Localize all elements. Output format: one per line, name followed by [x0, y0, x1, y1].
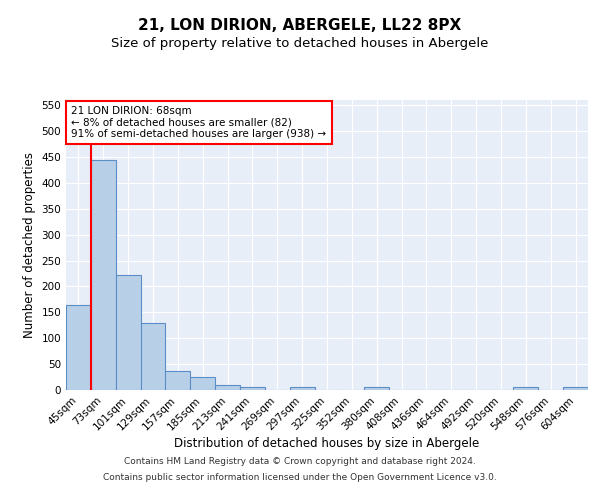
Text: Contains HM Land Registry data © Crown copyright and database right 2024.: Contains HM Land Registry data © Crown c… — [124, 458, 476, 466]
Bar — [290, 388, 314, 390]
Bar — [364, 388, 389, 390]
Bar — [240, 388, 265, 390]
Bar — [66, 304, 91, 390]
Text: Size of property relative to detached houses in Abergele: Size of property relative to detached ho… — [112, 38, 488, 51]
Bar — [215, 385, 240, 390]
Y-axis label: Number of detached properties: Number of detached properties — [23, 152, 36, 338]
Text: 21 LON DIRION: 68sqm
← 8% of detached houses are smaller (82)
91% of semi-detach: 21 LON DIRION: 68sqm ← 8% of detached ho… — [71, 106, 326, 139]
Bar — [563, 388, 588, 390]
Bar — [190, 377, 215, 390]
Bar — [166, 371, 190, 390]
Bar — [116, 275, 140, 390]
Bar — [514, 388, 538, 390]
Bar — [140, 322, 166, 390]
X-axis label: Distribution of detached houses by size in Abergele: Distribution of detached houses by size … — [175, 438, 479, 450]
Text: Contains public sector information licensed under the Open Government Licence v3: Contains public sector information licen… — [103, 472, 497, 482]
Text: 21, LON DIRION, ABERGELE, LL22 8PX: 21, LON DIRION, ABERGELE, LL22 8PX — [139, 18, 461, 32]
Bar — [91, 160, 116, 390]
